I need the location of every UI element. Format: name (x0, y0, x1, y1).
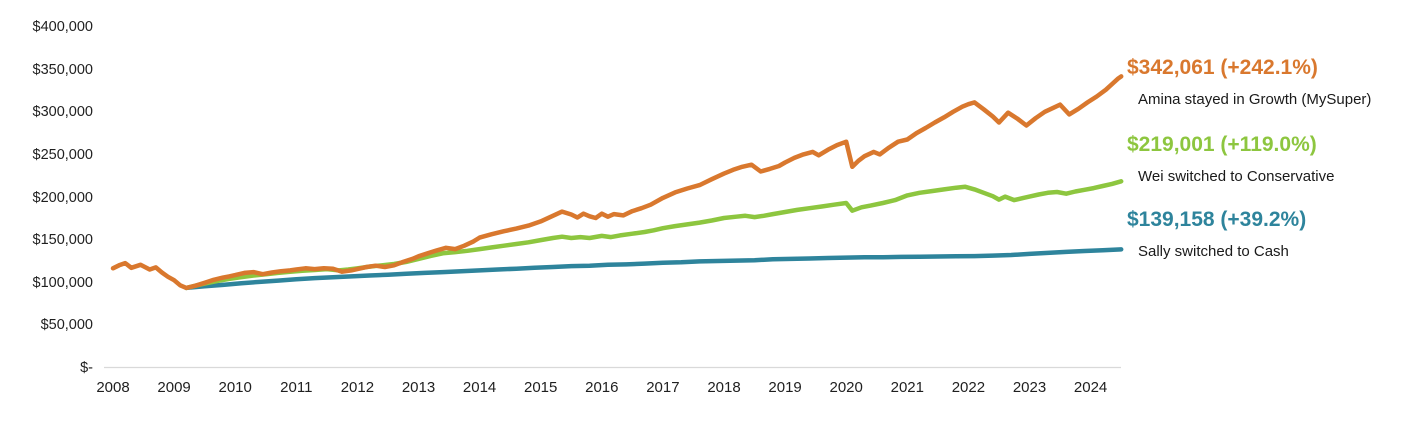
annotation-cash-label: Sally switched to Cash (1138, 243, 1289, 260)
x-axis-tick-label: 2014 (462, 379, 497, 396)
y-axis-tick-label: $200,000 (32, 189, 93, 206)
y-axis-tick-label: $400,000 (32, 19, 93, 35)
y-axis-tick-label: $- (80, 360, 93, 376)
annotation-growth-label: Amina stayed in Growth (MySuper) (1138, 91, 1372, 108)
annotation-cash-value: $139,158 (+39.2%) (1127, 208, 1307, 231)
annotation-conservative-value: $219,001 (+119.0%) (1127, 133, 1317, 156)
x-axis-tick-label: 2011 (280, 379, 313, 396)
x-axis-tick-label: 2020 (829, 379, 863, 396)
line-cash (184, 247, 1124, 291)
x-axis-tick-label: 2009 (157, 379, 191, 396)
y-axis-tick-label: $50,000 (40, 317, 93, 334)
y-axis-tick-label: $350,000 (32, 61, 93, 78)
annotation-growth-value: $342,061 (+242.1%) (1127, 56, 1318, 79)
annotation-conservative: $219,001 (+119.0%) Wei switched to Conse… (1127, 133, 1334, 186)
x-axis-tick-label: 2016 (585, 379, 619, 396)
x-axis-tick-label: 2010 (218, 379, 252, 396)
y-axis-labels: $400,000 $350,000 $300,000 $250,000 $200,000… (0, 0, 93, 422)
annotation-cash: $139,158 (+39.2%) Sally switched to Cash (1127, 208, 1306, 261)
y-axis-tick-label: $150,000 (32, 232, 93, 249)
x-axis-tick-label: 2022 (951, 379, 986, 396)
line-growth (110, 74, 1124, 291)
y-axis-tick-label: $100,000 (32, 274, 93, 291)
x-axis-tick-label: 2019 (768, 379, 802, 396)
x-axis-tick-label: 2013 (401, 379, 436, 396)
annotation-growth: $342,061 (+242.1%) Amina stayed in Growt… (1127, 56, 1371, 109)
x-axis-tick-label: 2018 (707, 379, 741, 396)
y-axis-tick-label: $300,000 (32, 104, 93, 121)
x-axis-tick-label: 2012 (340, 379, 375, 396)
x-axis-tick-label: 2024 (1073, 379, 1108, 396)
y-axis-tick-label: $250,000 (32, 146, 93, 163)
x-axis-tick-label: 2021 (890, 379, 924, 396)
x-axis-tick-label: 2017 (646, 379, 680, 396)
x-axis-tick-label: 2008 (96, 379, 130, 396)
x-axis-tick-label: 2023 (1012, 379, 1047, 396)
annotation-conservative-label: Wei switched to Conservative (1138, 168, 1335, 185)
x-axis-tick-label: 2015 (524, 379, 558, 396)
